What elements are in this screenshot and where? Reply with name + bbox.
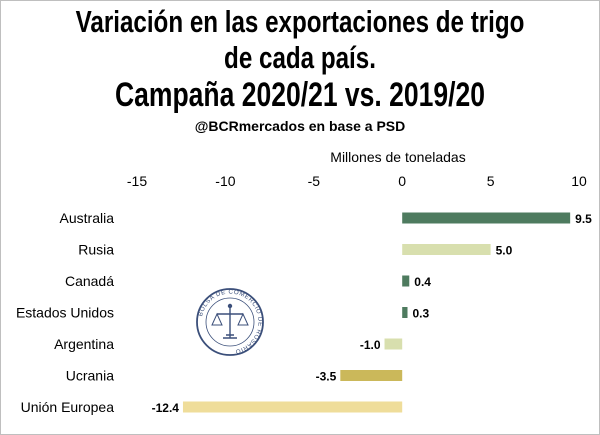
bar: [402, 275, 410, 287]
bar: [182, 401, 403, 413]
category-label: Estados Unidos: [16, 305, 114, 321]
x-tick-label: -10: [215, 173, 235, 189]
chart-title-line-1: Variación en las exportaciones de trigo: [75, 4, 525, 39]
x-tick-label: -15: [127, 173, 147, 189]
data-label: 5.0: [496, 244, 513, 258]
x-tick-label: 0: [398, 173, 406, 189]
bar: [402, 244, 491, 255]
chart-source: @BCRmercados en base a PSD: [194, 118, 406, 134]
x-tick-label: 5: [487, 173, 495, 189]
bar: [384, 338, 403, 350]
chart-title-line-3: Campaña 2020/21 vs. 2019/20: [114, 76, 486, 114]
category-labels: Australia Rusia Canadá Estados Unidos Argent…: [16, 210, 114, 415]
data-label: 0.3: [413, 307, 430, 321]
bar: [340, 370, 403, 381]
x-axis-ticks: -15 -10 -5 0 5 10: [127, 173, 587, 189]
bar: [402, 212, 571, 224]
data-label: -3.5: [316, 370, 337, 384]
x-axis-label: Millones de toneladas: [330, 149, 465, 165]
category-label: Australia: [60, 210, 115, 226]
chart-title-line-2: de cada país.: [224, 40, 376, 75]
data-label: 0.4: [414, 275, 431, 289]
x-tick-label: -5: [308, 173, 321, 189]
x-tick-label: 10: [571, 173, 587, 189]
category-label: Unión Europea: [21, 399, 115, 415]
data-label: 9.5: [575, 212, 592, 226]
data-label: -12.4: [152, 401, 180, 415]
category-label: Ucrania: [66, 368, 114, 384]
category-label: Rusia: [78, 242, 114, 258]
bar: [402, 307, 408, 318]
value-labels: 9.5 5.0 0.4 0.3 -1.0 -3.5 -12.4: [152, 212, 593, 415]
data-label: -1.0: [360, 338, 381, 352]
category-label: Argentina: [54, 336, 114, 352]
category-label: Canadá: [65, 273, 114, 289]
bars: [182, 212, 571, 413]
bcr-seal-logo: BOLSA DE COMERCIO DE ROSARIO: [196, 288, 264, 356]
